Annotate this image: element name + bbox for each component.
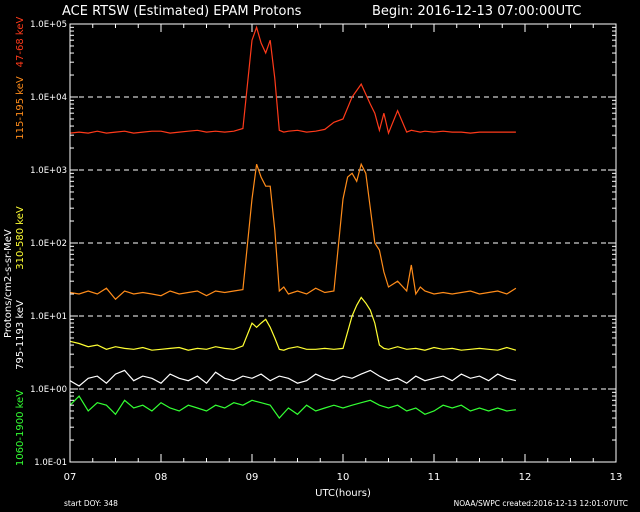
y-tick-label-5: 1.0E+04: [30, 93, 67, 103]
legend: 47-68 keV 115-195 keV 310-580 keV 795-1193 …: [15, 17, 26, 467]
legend-entry-0: 47-68 keV: [15, 17, 26, 68]
y-tick-label-2: 1.0E+01: [30, 312, 67, 322]
y-axis-label: Protons/cm2-s-sr-MeV: [3, 229, 14, 338]
begin-time: Begin: 2016-12-13 07:00:00UTC: [372, 4, 581, 19]
footer-created: NOAA/SWPC created:2016-12-13 12:01:07UTC: [454, 499, 628, 508]
x-axis-label: UTC(hours): [315, 488, 371, 499]
legend-entry-2: 310-580 keV: [15, 206, 26, 270]
x-tick-label-0: 07: [64, 472, 77, 483]
chart-title: ACE RTSW (Estimated) EPAM Protons: [62, 4, 302, 19]
x-tick-label-6: 13: [610, 472, 623, 483]
x-tick-label-1: 08: [155, 472, 168, 483]
y-tick-label-6: 1.0E+05: [30, 20, 67, 30]
series-line-2: [69, 296, 517, 351]
footer-start-doy: start DOY: 348: [64, 499, 118, 508]
x-tick-label-3: 10: [337, 472, 350, 483]
axis-ticks: 07 08 09 10 11 12 13 1.0E-01 1.0E+00 1.0E+01 1.0E+…: [30, 20, 622, 483]
x-tick-label-4: 11: [428, 472, 441, 483]
x-tick-label-2: 09: [246, 472, 259, 483]
y-tick-label-0: 1.0E-01: [34, 458, 67, 468]
legend-entry-4: 1060-1900 keV: [15, 390, 26, 466]
series-line-4: [69, 395, 516, 419]
series-line-3: [69, 369, 517, 387]
grid-lines: [70, 96, 616, 390]
series-line-1: [69, 162, 517, 301]
y-tick-label-1: 1.0E+00: [30, 385, 67, 395]
series-line-0: [69, 25, 516, 136]
y-tick-label-3: 1.0E+02: [30, 239, 67, 249]
legend-entry-1: 115-195 keV: [15, 76, 26, 140]
series-lines: [69, 25, 517, 419]
legend-entry-3: 795-1193 keV: [15, 300, 26, 370]
x-tick-label-5: 12: [519, 472, 532, 483]
y-tick-label-4: 1.0E+03: [30, 166, 67, 176]
